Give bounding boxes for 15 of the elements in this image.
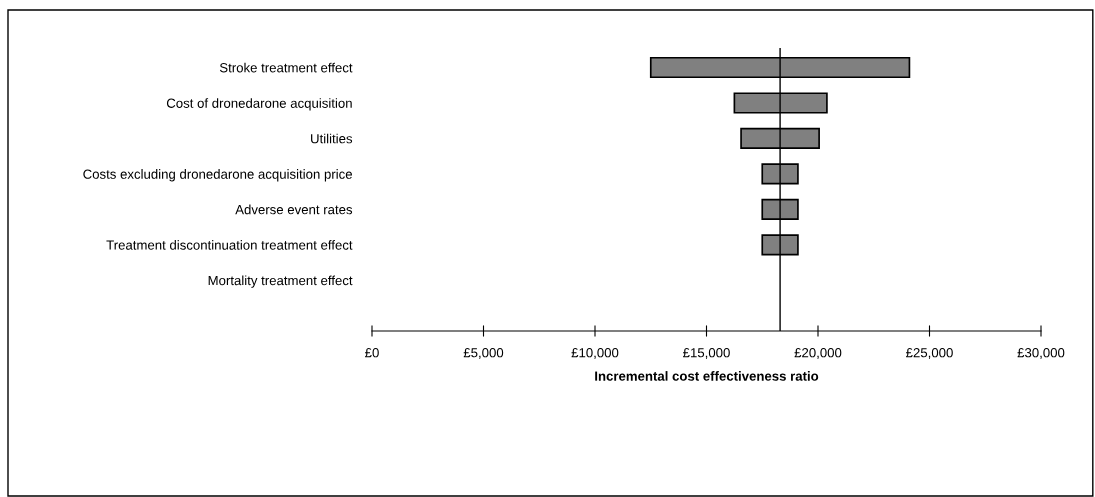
y-tick-label: Treatment discontinuation treatment effect <box>106 240 353 250</box>
y-tick-label: Adverse event rates <box>235 204 353 215</box>
x-tick-label: £5,000 <box>463 348 504 359</box>
x-tick-label: £0 <box>365 348 379 358</box>
x-tick-label: £30,000 <box>1017 348 1065 359</box>
x-tick-label: £10,000 <box>571 348 619 359</box>
y-tick-label: Stroke treatment effect <box>219 62 353 73</box>
y-tick-label: Mortality treatment effect <box>208 275 353 288</box>
x-tick-label: £25,000 <box>906 348 953 359</box>
x-tick-label: £20,000 <box>794 348 842 359</box>
x-tick-label: £15,000 <box>683 348 730 359</box>
x-axis-title: Incremental cost effectiveness ratio <box>595 371 819 381</box>
y-tick-label: Cost of dronedarone acquisition <box>166 98 352 111</box>
y-tick-label: Utilities <box>311 133 353 144</box>
y-tick-label: Costs excluding dronedarone acquisition price <box>83 169 352 182</box>
